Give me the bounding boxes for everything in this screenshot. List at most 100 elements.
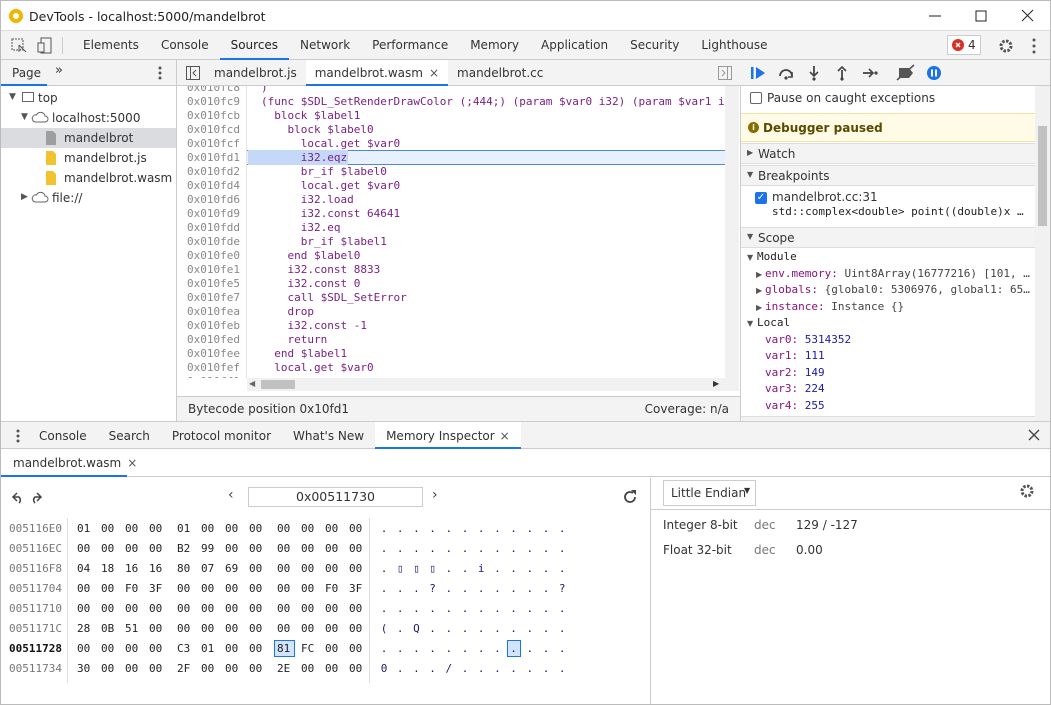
byte[interactable]: 00 bbox=[149, 602, 163, 615]
byte[interactable]: 00 bbox=[301, 582, 315, 595]
ascii-char[interactable]: . bbox=[510, 562, 517, 575]
drawer-tab[interactable]: Protocol monitor bbox=[161, 422, 282, 449]
ascii-char[interactable]: . bbox=[494, 662, 501, 675]
byte[interactable]: B2 bbox=[177, 542, 191, 555]
ascii-char[interactable]: . bbox=[542, 542, 550, 555]
byte[interactable]: 00 bbox=[177, 582, 191, 595]
ascii-char[interactable]: . bbox=[396, 622, 404, 635]
debugger-controls[interactable] bbox=[749, 64, 959, 82]
close-tab[interactable]: × bbox=[428, 66, 440, 80]
section-header[interactable]: ▶ Watch bbox=[741, 143, 1035, 164]
ascii-char[interactable]: . bbox=[558, 662, 566, 675]
ascii-char[interactable]: . bbox=[542, 642, 550, 655]
byte[interactable]: F0 bbox=[325, 582, 339, 595]
byte[interactable]: 00 bbox=[277, 602, 291, 615]
byte[interactable]: 2F bbox=[177, 662, 191, 675]
ascii-char[interactable]: ? bbox=[558, 582, 566, 595]
ascii-char[interactable]: . bbox=[477, 642, 485, 655]
ascii-char[interactable]: . bbox=[477, 622, 485, 635]
tree-item[interactable]: mandelbrot.wasm bbox=[1, 168, 176, 188]
panel-tab[interactable]: Memory bbox=[470, 38, 520, 52]
ascii-char[interactable]: . bbox=[380, 562, 388, 575]
value-settings[interactable] bbox=[1019, 483, 1035, 499]
ascii-char[interactable]: . bbox=[429, 622, 436, 635]
scope-arrow[interactable]: ▼ bbox=[747, 253, 754, 262]
byte[interactable]: 00 bbox=[249, 602, 263, 615]
tree-item[interactable]: ▶ file:// bbox=[1, 188, 176, 208]
ascii-char[interactable]: . bbox=[558, 602, 566, 615]
ascii-char[interactable]: Q bbox=[413, 622, 420, 635]
byte[interactable]: 00 bbox=[125, 662, 139, 675]
toggle-debugger[interactable] bbox=[718, 66, 732, 80]
ascii-char[interactable]: . bbox=[510, 522, 517, 535]
byte[interactable]: 00 bbox=[101, 582, 115, 595]
byte[interactable]: 00 bbox=[225, 522, 239, 535]
more-tabs[interactable]: » bbox=[55, 63, 63, 78]
byte[interactable]: 00 bbox=[249, 562, 263, 575]
entry-arrow[interactable]: ▶ bbox=[756, 286, 763, 295]
byte[interactable]: 00 bbox=[301, 542, 315, 555]
history-buttons[interactable] bbox=[11, 490, 51, 504]
byte[interactable]: 00 bbox=[101, 662, 115, 675]
byte[interactable]: 00 bbox=[225, 582, 239, 595]
byte[interactable]: 00 bbox=[225, 602, 239, 615]
byte[interactable]: 00 bbox=[301, 522, 315, 535]
byte[interactable]: F0 bbox=[125, 582, 139, 595]
byte[interactable]: 00 bbox=[249, 542, 263, 555]
ascii-char[interactable]: ▯ bbox=[413, 562, 420, 575]
byte[interactable]: 00 bbox=[149, 662, 163, 675]
ascii-char[interactable]: ▯ bbox=[396, 562, 404, 575]
ascii-char[interactable]: . bbox=[413, 542, 420, 555]
drawer-tab[interactable]: Console bbox=[28, 422, 98, 449]
byte[interactable]: 00 bbox=[201, 662, 215, 675]
panel-tab[interactable]: Elements bbox=[83, 38, 139, 52]
byte[interactable]: 00 bbox=[301, 662, 315, 675]
ascii-char[interactable]: . bbox=[461, 662, 469, 675]
refresh[interactable] bbox=[622, 489, 638, 505]
byte[interactable]: 18 bbox=[101, 562, 115, 575]
byte[interactable]: 00 bbox=[201, 522, 215, 535]
byte[interactable]: 00 bbox=[201, 582, 215, 595]
byte[interactable]: 00 bbox=[277, 622, 291, 635]
byte[interactable]: 80 bbox=[177, 562, 191, 575]
byte[interactable]: 00 bbox=[349, 562, 363, 575]
ascii-char[interactable]: . bbox=[445, 622, 453, 635]
byte[interactable]: 01 bbox=[201, 642, 215, 655]
ascii-char[interactable]: . bbox=[380, 642, 388, 655]
byte[interactable]: 00 bbox=[201, 602, 215, 615]
byte[interactable]: 00 bbox=[325, 602, 339, 615]
ascii-char[interactable]: . bbox=[526, 522, 534, 535]
byte[interactable]: 00 bbox=[301, 602, 315, 615]
ascii-char[interactable]: . bbox=[429, 542, 436, 555]
byte[interactable]: 00 bbox=[77, 642, 91, 655]
ascii-char[interactable]: . bbox=[526, 622, 534, 635]
value-mode[interactable]: dec bbox=[754, 543, 776, 557]
ascii-char[interactable]: . bbox=[510, 622, 517, 635]
address-input[interactable]: 0x00511730 bbox=[248, 487, 423, 507]
ascii-char[interactable]: . bbox=[526, 542, 534, 555]
byte[interactable]: 00 bbox=[177, 602, 191, 615]
drawer-tab[interactable]: Memory Inspector × bbox=[375, 422, 521, 449]
panel-tab[interactable]: Network bbox=[300, 38, 351, 52]
ascii-char[interactable]: . bbox=[396, 642, 404, 655]
byte[interactable]: 00 bbox=[249, 642, 263, 655]
ascii-char[interactable]: . bbox=[510, 602, 517, 615]
ascii-char[interactable]: . bbox=[510, 542, 517, 555]
entry-arrow[interactable]: ▶ bbox=[756, 269, 763, 279]
value-mode[interactable]: dec bbox=[754, 518, 776, 532]
byte[interactable]: 16 bbox=[125, 562, 139, 575]
byte[interactable]: 00 bbox=[225, 622, 239, 635]
ascii-char[interactable]: i bbox=[477, 562, 485, 575]
byte[interactable]: 00 bbox=[349, 522, 363, 535]
ascii-char[interactable]: . bbox=[461, 542, 469, 555]
ascii-char[interactable]: . bbox=[429, 522, 436, 535]
ascii-char[interactable]: . bbox=[542, 582, 550, 595]
checkbox[interactable] bbox=[750, 92, 762, 104]
ascii-char[interactable]: . bbox=[413, 582, 420, 595]
ascii-char[interactable]: . bbox=[380, 542, 388, 555]
byte[interactable]: 00 bbox=[277, 542, 291, 555]
drawer-tab[interactable]: What's New bbox=[282, 422, 375, 449]
byte[interactable]: 00 bbox=[301, 622, 315, 635]
byte[interactable]: 00 bbox=[325, 522, 339, 535]
ascii-char[interactable]: . bbox=[494, 542, 501, 555]
